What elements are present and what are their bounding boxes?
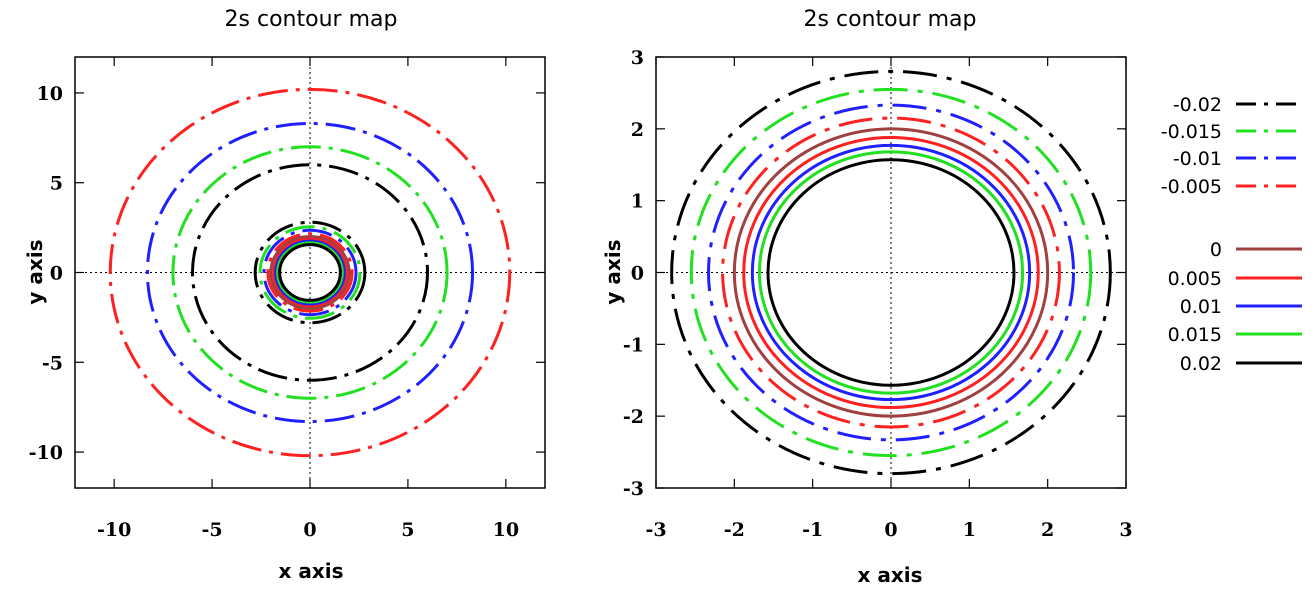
left-contour-chart: 2s contour map x axis y axis -10 -5 0 5 10-1… <box>23 7 546 583</box>
contour-level-0 <box>269 235 351 310</box>
right-chart-title: 2s contour map <box>804 7 977 32</box>
legend-label: -0.02 <box>1173 94 1222 116</box>
left-ticks: -10 -5 0 5 10 -10 -5 0 5 10 <box>29 57 545 541</box>
y-tick-label: 1 <box>631 191 644 213</box>
legend-label: 0.015 <box>1168 324 1222 346</box>
y-tick-label: 10 <box>37 83 63 105</box>
contour-level--0.005 <box>266 232 354 313</box>
contour-level--0.015 <box>171 145 449 400</box>
contour-level--0.02 <box>253 220 367 325</box>
y-tick-label: 0 <box>631 263 644 285</box>
legend-label: -0.015 <box>1161 121 1222 143</box>
left-contours <box>108 87 512 458</box>
y-tick-label: -1 <box>623 334 644 356</box>
left-x-axis-label: x axis <box>278 559 343 583</box>
y-tick-label: 3 <box>631 47 644 69</box>
x-tick-label: -1 <box>802 519 823 541</box>
x-tick-label: 10 <box>493 519 519 541</box>
x-tick-label: 3 <box>1119 519 1132 541</box>
x-tick-label: -2 <box>724 519 745 541</box>
contour-level-0.015 <box>276 241 344 304</box>
x-tick-label: 1 <box>963 519 976 541</box>
contour-level--0.01 <box>706 103 1076 442</box>
legend-label: 0.01 <box>1180 296 1222 318</box>
right-contours <box>670 69 1112 476</box>
legend-label: -0.01 <box>1173 148 1222 170</box>
y-tick-label: 0 <box>50 263 63 285</box>
x-tick-label: 5 <box>401 519 414 541</box>
contour-level--0.015 <box>689 87 1093 458</box>
x-tick-label: 2 <box>1041 519 1054 541</box>
legend: -0.02 -0.015 -0.01 -0.005 0 0.005 0.01 0.015 0.0… <box>1161 94 1302 375</box>
right-ticks: -3 -2 -1 0 1 2 3 -3 -2 -1 0 1 2 3 <box>623 47 1133 541</box>
legend-label: 0.02 <box>1180 353 1222 375</box>
contour-level--0.02 <box>670 69 1112 476</box>
contour-level--0.01 <box>262 228 358 317</box>
y-tick-label: -2 <box>623 406 644 428</box>
contour-level-0.015 <box>757 150 1025 395</box>
right-x-axis-label: x axis <box>857 563 922 587</box>
contour-level-0.005 <box>272 237 348 308</box>
y-tick-label: 2 <box>631 119 644 141</box>
contour-level-0.02 <box>278 243 342 302</box>
right-contour-chart: 2s contour map x axis y axis -3 -2 -1 0 1 2 3-… <box>601 7 1133 587</box>
y-tick-label: -5 <box>42 352 63 374</box>
legend-label: 0 <box>1210 239 1222 261</box>
x-tick-label: -5 <box>202 519 223 541</box>
contour-level--0.01 <box>145 121 475 424</box>
contour-level-0.01 <box>750 143 1032 402</box>
contour-level--0.015 <box>258 225 362 320</box>
x-tick-label: -10 <box>97 519 131 541</box>
contour-level-0.005 <box>742 135 1040 410</box>
contour-level--0.02 <box>191 163 429 382</box>
contour-level-0.01 <box>274 239 346 306</box>
legend-label: 0.005 <box>1168 268 1222 290</box>
contour-level--0.005 <box>108 87 512 458</box>
y-tick-label: -3 <box>623 478 644 500</box>
legend-label: -0.005 <box>1161 176 1222 198</box>
contour-level-0 <box>732 127 1050 418</box>
contour-level-0.02 <box>766 158 1016 387</box>
left-chart-title: 2s contour map <box>225 7 398 32</box>
x-tick-label: 0 <box>303 519 316 541</box>
contour-level--0.005 <box>721 116 1061 429</box>
y-tick-label: 5 <box>50 173 63 195</box>
x-tick-label: 0 <box>884 519 897 541</box>
y-tick-label: -10 <box>29 442 63 464</box>
right-y-axis-label: y axis <box>601 239 625 304</box>
left-y-axis-label: y axis <box>23 239 47 304</box>
x-tick-label: -3 <box>645 519 666 541</box>
